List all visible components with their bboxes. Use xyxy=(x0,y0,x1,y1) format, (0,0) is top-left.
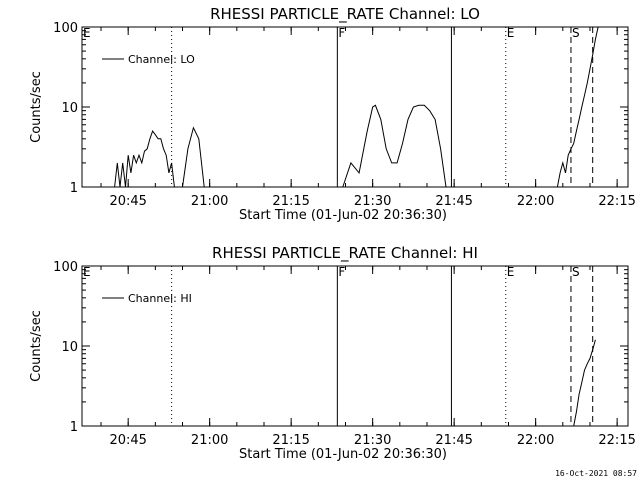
x-tick-label: 22:00 xyxy=(517,194,554,209)
chart-title: RHESSI PARTICLE_RATE Channel: LO xyxy=(210,5,480,24)
series-line-segment xyxy=(114,130,175,188)
x-tick-label: 21:30 xyxy=(354,433,391,448)
x-tick-label: 21:15 xyxy=(272,194,309,209)
lo-channel-panel: RHESSI PARTICLE_RATE Channel: LO 20:45 21:… xyxy=(29,5,636,223)
event-marker-label: S xyxy=(572,26,580,40)
event-marker-label: F xyxy=(338,265,345,279)
series-line-segment xyxy=(342,104,447,188)
x-tick-label: 21:45 xyxy=(435,433,472,448)
chart-title: RHESSI PARTICLE_RATE Channel: HI xyxy=(212,244,478,263)
series-line-segment xyxy=(556,26,599,188)
x-tick-label: 21:00 xyxy=(191,194,228,209)
y-axis-label: Counts/sec xyxy=(29,310,44,382)
legend-label: Channel: HI xyxy=(128,292,192,305)
y-tick-label: 100 xyxy=(53,260,78,275)
y-tick-label: 1 xyxy=(70,181,78,196)
x-tick-label: 20:45 xyxy=(109,194,146,209)
event-marker-label: S xyxy=(572,265,580,279)
x-tick-label: 21:45 xyxy=(435,194,472,209)
event-marker-label: E xyxy=(507,265,515,279)
y-tick-label: 10 xyxy=(61,340,78,355)
y-tick-label: 1 xyxy=(70,420,78,435)
x-tick-label: 22:00 xyxy=(517,433,554,448)
series-line-segment xyxy=(182,126,205,188)
y-tick-label: 100 xyxy=(53,21,78,36)
x-tick-label: 21:15 xyxy=(272,433,309,448)
x-tick-label: 21:30 xyxy=(354,194,391,209)
x-tick-label: 22:15 xyxy=(598,194,635,209)
y-axis-label: Counts/sec xyxy=(29,71,44,143)
x-tick-label: 22:15 xyxy=(598,433,635,448)
event-marker-label: E xyxy=(83,26,91,40)
x-axis-label: Start Time (01-Jun-02 20:36:30) xyxy=(239,447,447,462)
y-tick-label: 10 xyxy=(61,101,78,116)
hi-channel-panel: RHESSI PARTICLE_RATE Channel: HI 20:45 21:… xyxy=(29,244,636,462)
event-marker-label: E xyxy=(83,265,91,279)
x-tick-label: 21:00 xyxy=(191,433,228,448)
event-marker-label: F xyxy=(338,26,345,40)
legend-label: Channel: LO xyxy=(128,53,195,66)
event-marker-label: E xyxy=(507,26,515,40)
x-axis-label: Start Time (01-Jun-02 20:36:30) xyxy=(239,208,447,223)
x-tick-label: 20:45 xyxy=(109,433,146,448)
timestamp-label: 16-Oct-2021 08:57 xyxy=(555,469,637,478)
plot-frame xyxy=(81,26,629,188)
plot-frame xyxy=(81,265,629,427)
series-line-segment xyxy=(573,339,596,427)
